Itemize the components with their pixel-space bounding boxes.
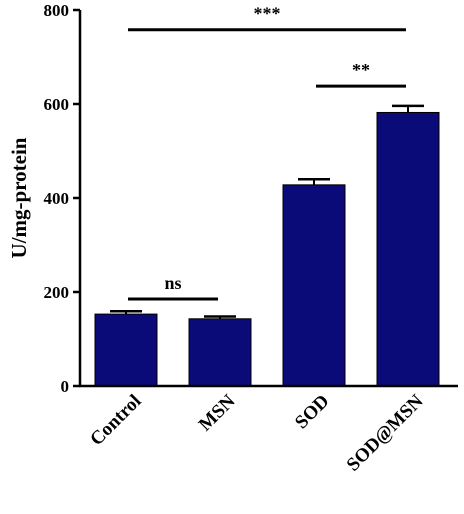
x-tick-label: SOD [291,391,333,433]
x-tick-label: MSN [195,390,240,435]
significance-label: ** [352,60,370,80]
y-tick-label: 200 [44,283,70,302]
y-tick-label: 600 [44,95,70,114]
significance-label: ns [164,273,181,293]
bars-layer [94,111,440,387]
bar-sod [282,184,346,387]
y-tick-label: 800 [44,1,70,20]
bar-msn [188,318,252,387]
x-tick-label: SOD@MSN [343,390,428,475]
x-tick-label: Control [86,391,145,450]
significance-layer: ns***** [128,4,406,301]
y-axis-label: U/mg-protein [7,137,31,258]
bar-control [94,313,158,387]
y-tick-label: 0 [61,377,70,396]
bar-sod-msn [376,111,440,387]
y-tick-label: 400 [44,189,70,208]
error-bars-layer [110,104,424,319]
x-labels-layer: Control MSN SOD SOD@MSN [86,390,428,475]
y-ticks-layer: 0 200 400 600 800 [44,1,80,396]
significance-label: *** [254,4,281,24]
